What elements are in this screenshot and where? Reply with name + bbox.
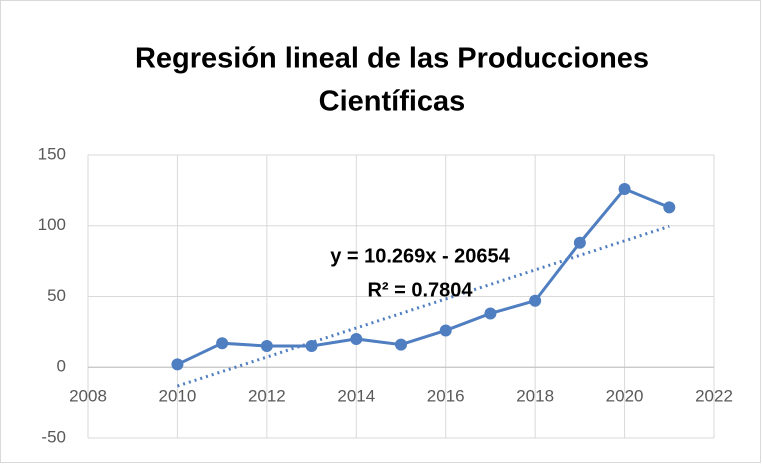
annotation: y = 10.269x - 20654 [330,245,510,267]
x-tick-label: 2020 [606,387,644,406]
data-point [529,294,542,307]
data-point [663,201,676,214]
x-tick-label: 2008 [69,387,107,406]
y-tick-label: 0 [57,357,66,376]
data-point [618,182,631,195]
data-point [439,324,452,337]
data-point [216,337,229,350]
data-point [484,307,497,320]
y-tick-label: 50 [47,286,66,305]
chart-title: Regresión lineal de las Producciones [135,43,649,75]
x-tick-label: 2018 [516,387,554,406]
data-point [171,358,184,371]
annotation: R² = 0.7804 [367,279,473,301]
chart-title: Científicas [319,86,466,118]
x-tick-label: 2010 [159,387,197,406]
x-tick-label: 2016 [427,387,465,406]
data-point [395,338,407,351]
y-tick-label: 150 [38,144,66,163]
x-tick-label: 2022 [695,387,733,406]
data-point [260,340,273,353]
x-tick-label: 2012 [248,387,286,406]
data-line [176,187,670,366]
data-point [350,332,363,345]
y-tick-label: 100 [38,215,66,234]
data-point [573,236,586,249]
trendline [176,224,670,388]
y-tick-label: -50 [41,427,66,446]
x-tick-label: 2014 [337,387,375,406]
